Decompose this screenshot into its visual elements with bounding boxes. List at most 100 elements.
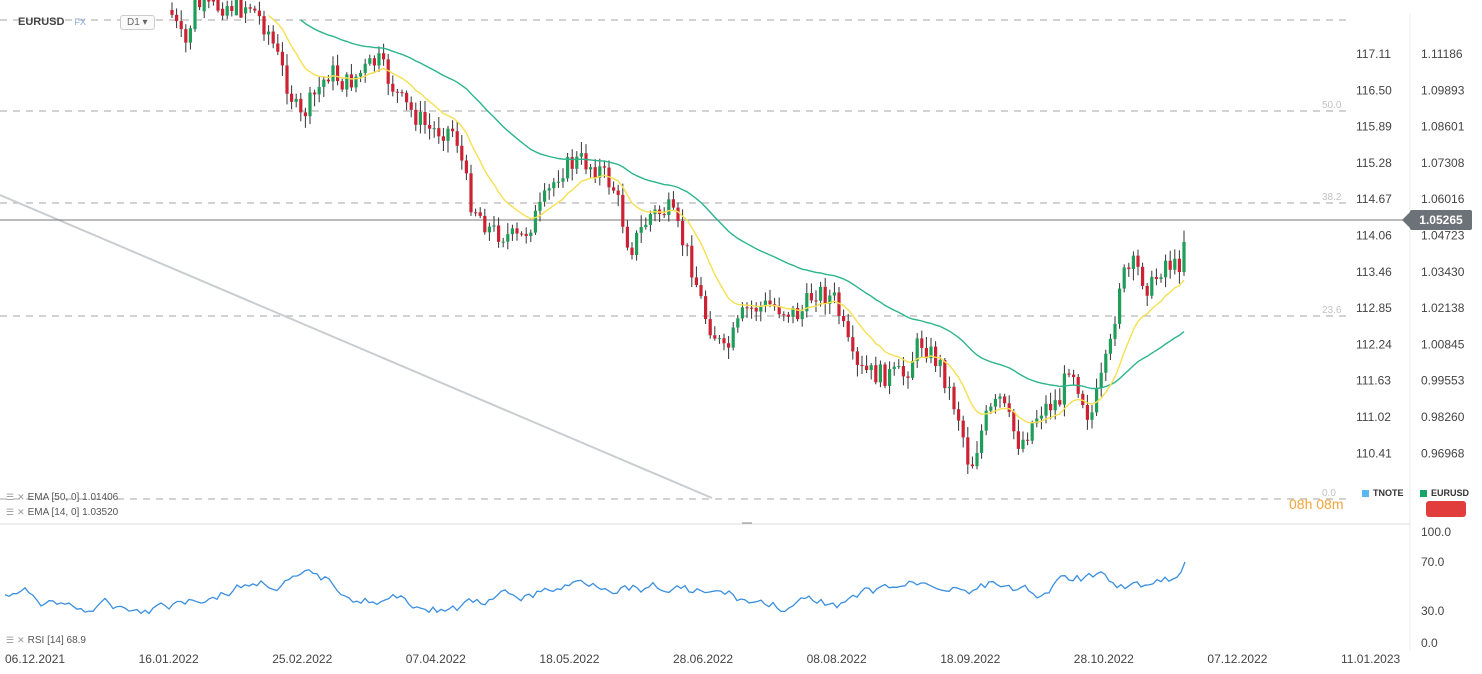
ema14-legend[interactable]: ☰ ✕ EMA [14, 0] 1.03520 xyxy=(6,507,118,518)
candle-body[interactable] xyxy=(957,409,961,421)
candle-body[interactable] xyxy=(924,347,928,359)
candle-body[interactable] xyxy=(635,232,639,256)
candle-body[interactable] xyxy=(814,300,818,302)
candle-body[interactable] xyxy=(368,58,372,64)
candle-body[interactable] xyxy=(1044,403,1048,416)
candle-body[interactable] xyxy=(1081,393,1085,405)
candle-body[interactable] xyxy=(892,366,896,369)
candle-body[interactable] xyxy=(414,109,418,125)
candle-body[interactable] xyxy=(474,212,478,214)
menu-icon[interactable]: ☰ xyxy=(6,635,15,645)
candle-body[interactable] xyxy=(538,201,542,211)
candle-body[interactable] xyxy=(1035,418,1039,424)
candle-body[interactable] xyxy=(198,0,202,8)
candle-body[interactable] xyxy=(418,112,422,125)
candle-body[interactable] xyxy=(497,225,501,242)
candle-body[interactable] xyxy=(170,10,174,15)
candle-body[interactable] xyxy=(1136,255,1140,267)
candle-body[interactable] xyxy=(294,98,298,102)
candle-body[interactable] xyxy=(745,307,749,309)
candle-body[interactable] xyxy=(359,72,363,77)
candle-body[interactable] xyxy=(230,6,234,12)
candle-body[interactable] xyxy=(1095,387,1099,413)
candle-body[interactable] xyxy=(175,14,179,22)
candle-body[interactable] xyxy=(271,31,275,44)
candle-body[interactable] xyxy=(878,364,882,383)
candle-body[interactable] xyxy=(216,0,220,11)
candle-body[interactable] xyxy=(239,0,243,18)
candle-body[interactable] xyxy=(768,300,772,305)
ema50-legend[interactable]: ☰ ✕ EMA [50, 0] 1.01406 xyxy=(6,492,118,503)
candle-body[interactable] xyxy=(1021,439,1025,449)
candle-body[interactable] xyxy=(326,79,330,82)
candle-body[interactable] xyxy=(377,53,381,66)
candle-body[interactable] xyxy=(1168,260,1172,270)
candle-body[interactable] xyxy=(644,224,648,228)
candle-body[interactable] xyxy=(805,293,809,312)
candle-body[interactable] xyxy=(704,296,708,320)
close-icon[interactable]: ✕ xyxy=(17,635,25,645)
menu-icon[interactable]: ☰ xyxy=(6,492,15,502)
candle-body[interactable] xyxy=(1145,285,1149,296)
candle-body[interactable] xyxy=(1127,267,1131,269)
candle-body[interactable] xyxy=(303,112,307,117)
candle-body[interactable] xyxy=(740,307,744,319)
candle-body[interactable] xyxy=(579,153,583,157)
candle-body[interactable] xyxy=(1177,258,1181,272)
candle-body[interactable] xyxy=(681,220,685,246)
candle-body[interactable] xyxy=(280,51,284,66)
candle-body[interactable] xyxy=(989,406,993,411)
candle-body[interactable] xyxy=(529,232,533,237)
candle-body[interactable] xyxy=(322,79,326,88)
candle-body[interactable] xyxy=(1067,373,1071,375)
candle-body[interactable] xyxy=(855,351,859,365)
candle-body[interactable] xyxy=(487,226,491,233)
candle-body[interactable] xyxy=(961,420,965,438)
candle-body[interactable] xyxy=(786,314,790,317)
candle-body[interactable] xyxy=(1150,276,1154,296)
candle-body[interactable] xyxy=(1173,258,1177,270)
candle-body[interactable] xyxy=(800,311,804,320)
candle-body[interactable] xyxy=(630,247,634,256)
candle-body[interactable] xyxy=(934,346,938,367)
candle-body[interactable] xyxy=(1090,412,1094,420)
candle-body[interactable] xyxy=(602,166,606,168)
candle-body[interactable] xyxy=(869,365,873,371)
candle-body[interactable] xyxy=(667,199,671,215)
candle-body[interactable] xyxy=(510,228,514,235)
candle-body[interactable] xyxy=(225,6,229,16)
candle-body[interactable] xyxy=(1104,353,1108,373)
candle-body[interactable] xyxy=(336,65,340,82)
candle-body[interactable] xyxy=(432,128,436,130)
legend-tnote[interactable]: TNOTE xyxy=(1362,488,1404,498)
candle-body[interactable] xyxy=(980,430,984,453)
candle-body[interactable] xyxy=(1118,288,1122,324)
candle-body[interactable] xyxy=(906,376,910,378)
candle-body[interactable] xyxy=(451,128,455,132)
candle-body[interactable] xyxy=(566,157,570,179)
candle-body[interactable] xyxy=(423,112,427,125)
candle-body[interactable] xyxy=(759,306,763,312)
candle-body[interactable] xyxy=(901,366,905,377)
candle-body[interactable] xyxy=(543,190,547,202)
candle-body[interactable] xyxy=(257,10,261,17)
candle-body[interactable] xyxy=(598,166,602,178)
candle-body[interactable] xyxy=(460,145,464,161)
candle-body[interactable] xyxy=(685,245,689,247)
candle-body[interactable] xyxy=(938,360,942,367)
candle-body[interactable] xyxy=(713,335,717,339)
candle-body[interactable] xyxy=(1012,411,1016,432)
candle-body[interactable] xyxy=(483,215,487,233)
candle-body[interactable] xyxy=(515,228,519,234)
candle-body[interactable] xyxy=(851,337,855,352)
candle-body[interactable] xyxy=(285,65,289,94)
candle-body[interactable] xyxy=(796,307,800,320)
symbol-label[interactable]: EURUSD xyxy=(18,16,65,28)
candle-body[interactable] xyxy=(842,315,846,322)
candle-body[interactable] xyxy=(561,178,565,182)
candle-body[interactable] xyxy=(1154,276,1158,279)
candle-body[interactable] xyxy=(437,128,441,137)
candle-body[interactable] xyxy=(883,364,887,386)
candle-body[interactable] xyxy=(221,8,225,16)
